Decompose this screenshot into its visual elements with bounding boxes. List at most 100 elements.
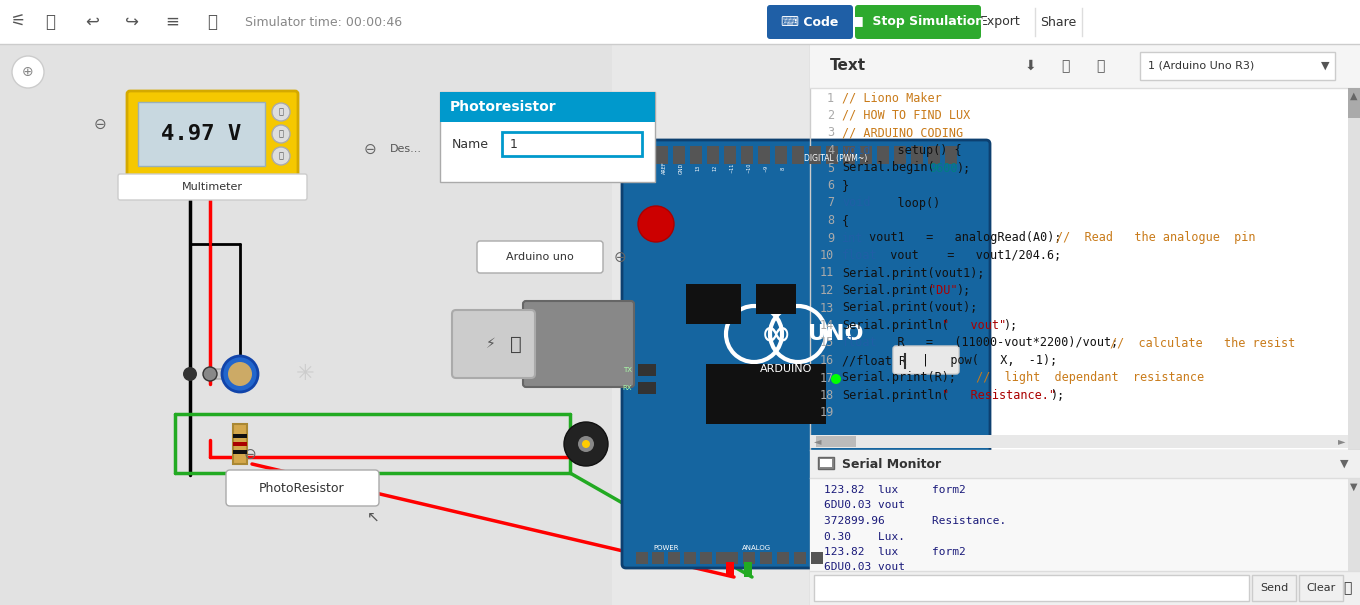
Text: RX: RX xyxy=(623,385,632,391)
Text: Photoresistor: Photoresistor xyxy=(450,100,556,114)
Bar xyxy=(744,562,752,577)
Text: ⊖: ⊖ xyxy=(94,117,106,131)
Text: ~9: ~9 xyxy=(763,165,768,172)
Text: 372899.96       Resistance.: 372899.96 Resistance. xyxy=(824,516,1006,526)
Text: 15: 15 xyxy=(820,336,834,350)
Text: 9600: 9600 xyxy=(929,162,957,174)
Text: vout1   =   analogRead(A0);: vout1 = analogRead(A0); xyxy=(862,232,1069,244)
Bar xyxy=(441,92,656,122)
Bar xyxy=(1299,575,1342,601)
Bar xyxy=(684,552,696,564)
Bar xyxy=(1348,88,1360,118)
Bar xyxy=(811,435,1348,448)
Text: Clear: Clear xyxy=(1307,583,1336,593)
Text: Serial.println(: Serial.println( xyxy=(842,389,949,402)
Bar xyxy=(1140,52,1336,80)
Text: 🐞: 🐞 xyxy=(1096,59,1104,73)
Text: ⊖: ⊖ xyxy=(363,142,377,157)
Bar xyxy=(233,450,248,454)
Text: 📋: 📋 xyxy=(1061,59,1069,73)
Circle shape xyxy=(638,206,675,242)
Bar xyxy=(860,146,872,164)
Bar xyxy=(811,44,1360,605)
Bar xyxy=(760,552,772,564)
Bar xyxy=(502,132,642,156)
Bar xyxy=(843,146,855,164)
Text: 6DU0.03 vout: 6DU0.03 vout xyxy=(824,563,904,572)
Circle shape xyxy=(203,367,218,381)
Text: ⚡: ⚡ xyxy=(486,337,496,351)
Text: 372899.96       Resistance.: 372899.96 Resistance. xyxy=(824,578,1006,588)
Text: 1 (Arduino Uno R3): 1 (Arduino Uno R3) xyxy=(1148,61,1254,71)
Bar xyxy=(690,146,702,164)
Text: ▼: ▼ xyxy=(1321,61,1329,71)
Text: "DU": "DU" xyxy=(929,284,957,297)
Bar xyxy=(1348,478,1360,605)
Text: GND: GND xyxy=(679,162,684,174)
Text: Ⓡ: Ⓡ xyxy=(279,151,283,160)
Text: Serial.begin(: Serial.begin( xyxy=(842,162,934,174)
Text: Multimeter: Multimeter xyxy=(182,182,243,192)
Circle shape xyxy=(272,147,290,165)
Text: ⊖: ⊖ xyxy=(243,446,257,462)
Text: ANALOG: ANALOG xyxy=(741,545,771,551)
Text: ▲: ▲ xyxy=(1350,91,1357,101)
Text: Name: Name xyxy=(452,137,490,151)
Text: ↪: ↪ xyxy=(125,13,139,31)
Text: 17: 17 xyxy=(820,371,834,385)
Bar xyxy=(638,382,656,394)
Bar xyxy=(877,146,889,164)
FancyBboxPatch shape xyxy=(855,5,981,39)
Text: Share: Share xyxy=(1040,16,1076,28)
FancyBboxPatch shape xyxy=(211,369,258,379)
Text: 18: 18 xyxy=(820,389,834,402)
FancyBboxPatch shape xyxy=(524,301,634,387)
Bar xyxy=(815,575,1248,601)
Text: );: ); xyxy=(956,162,970,174)
FancyBboxPatch shape xyxy=(767,5,853,39)
Bar xyxy=(775,146,787,164)
Bar xyxy=(816,436,855,447)
Text: ↩: ↩ xyxy=(86,13,99,31)
Text: PhotoResistor: PhotoResistor xyxy=(260,482,345,494)
Text: setup() {: setup() { xyxy=(869,144,962,157)
Text: ■  Stop Simulation: ■ Stop Simulation xyxy=(851,16,985,28)
Text: Serial.println(: Serial.println( xyxy=(842,319,949,332)
Text: {: { xyxy=(842,214,849,227)
Text: 5: 5 xyxy=(827,162,834,174)
Text: ▼: ▼ xyxy=(1340,459,1348,469)
Text: 2: 2 xyxy=(827,109,834,122)
Text: float: float xyxy=(842,249,877,262)
Text: ⌨ Code: ⌨ Code xyxy=(781,16,839,28)
Bar xyxy=(685,284,741,324)
Text: // ARDUINO CODING: // ARDUINO CODING xyxy=(842,126,963,140)
Text: );: ); xyxy=(1050,389,1064,402)
FancyBboxPatch shape xyxy=(452,310,534,378)
Circle shape xyxy=(582,440,590,448)
Bar xyxy=(715,552,728,564)
Text: //  light  dependant  resistance: // light dependant resistance xyxy=(970,371,1205,385)
Text: 13: 13 xyxy=(820,301,834,315)
Bar xyxy=(928,146,940,164)
Bar xyxy=(811,571,1360,605)
Text: Serial.print(vout1);: Serial.print(vout1); xyxy=(842,266,985,280)
Text: 123.82  lux     form2: 123.82 lux form2 xyxy=(824,485,966,495)
Bar xyxy=(233,434,248,438)
Bar xyxy=(636,552,647,564)
Text: 12: 12 xyxy=(713,165,718,171)
Text: 13: 13 xyxy=(695,165,700,171)
Text: 4: 4 xyxy=(827,144,834,157)
Bar xyxy=(911,146,923,164)
Bar xyxy=(668,552,680,564)
Text: Text: Text xyxy=(830,59,866,73)
Text: 🗑: 🗑 xyxy=(45,13,54,31)
Bar xyxy=(1253,575,1296,601)
Text: 📈: 📈 xyxy=(1344,581,1352,595)
Bar xyxy=(0,0,1360,44)
Text: // HOW TO FIND LUX: // HOW TO FIND LUX xyxy=(842,109,970,122)
Text: 12: 12 xyxy=(820,284,834,297)
Bar xyxy=(758,146,770,164)
Text: Des...: Des... xyxy=(390,144,422,154)
Bar xyxy=(811,44,1360,88)
Circle shape xyxy=(272,125,290,143)
